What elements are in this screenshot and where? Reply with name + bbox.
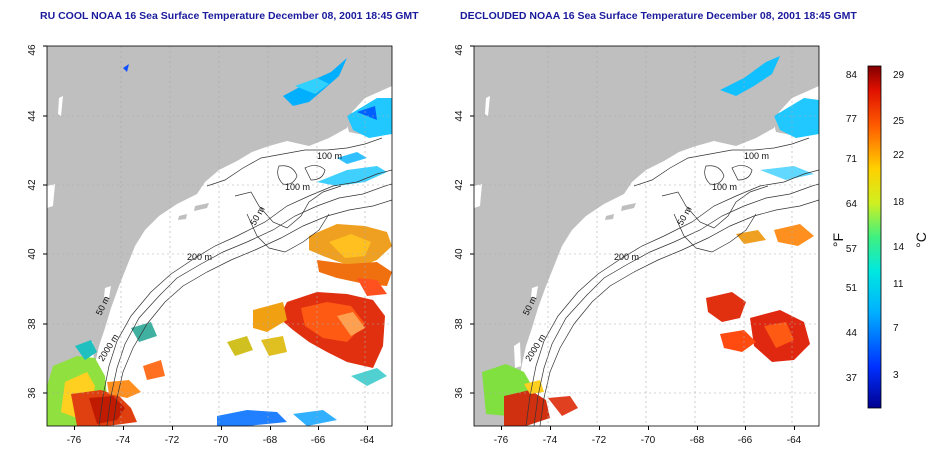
- left-y-tick: 36: [27, 387, 38, 399]
- left-x-tick: -72: [165, 435, 180, 446]
- colorbar-f-tick: 51: [846, 283, 858, 294]
- colorbar-gradient: [867, 65, 882, 409]
- colorbar-c-tick: 14: [893, 242, 905, 253]
- left-y-tick: 44: [27, 110, 38, 122]
- colorbar-f-ticks: 84 77 71 64 57 51 44 37: [846, 70, 858, 384]
- colorbar-f-tick: 57: [846, 244, 858, 255]
- colorbar-f-tick: 71: [846, 154, 858, 165]
- left-sst-overlay: [47, 58, 392, 426]
- right-x-axis: -76 -74 -72 -70 -68 -66 -64: [494, 426, 802, 446]
- right-y-axis: 46 44 42 40 38 36: [454, 44, 474, 399]
- left-map-panel: 100 m 100 m 50 m 200 m 50 m 2000 m -76 -…: [27, 44, 393, 446]
- right-y-tick: 36: [454, 387, 465, 399]
- colorbar-c-tick: 3: [893, 370, 899, 381]
- right-contour-label-100m-a: 100 m: [744, 151, 769, 161]
- left-y-tick: 38: [27, 318, 38, 330]
- colorbar-f-tick: 37: [846, 373, 858, 384]
- right-panel-title: DECLOUDED NOAA 16 Sea Surface Temperatur…: [460, 10, 857, 22]
- right-sst-overlay: [482, 56, 819, 426]
- right-x-tick: -66: [738, 435, 753, 446]
- colorbar-f-tick: 64: [846, 199, 858, 210]
- right-x-tick: -70: [641, 435, 656, 446]
- colorbar: 84 77 71 64 57 51 44 37 29 25 22 18 14 1…: [830, 65, 929, 409]
- right-y-tick: 46: [454, 44, 465, 56]
- colorbar-c-ticks: 29 25 22 18 14 11 7 3: [893, 70, 905, 381]
- colorbar-f-tick: 77: [846, 114, 858, 125]
- colorbar-c-tick: 25: [893, 116, 905, 127]
- left-map-frame: [46, 45, 393, 427]
- colorbar-f-tick: 84: [846, 70, 858, 81]
- left-contour-label-200m: 200 m: [187, 252, 212, 262]
- left-x-tick: -74: [116, 435, 131, 446]
- colorbar-f-tick: 44: [846, 328, 858, 339]
- left-x-tick: -66: [311, 435, 326, 446]
- left-x-tick: -68: [263, 435, 278, 446]
- colorbar-celsius-label: °C: [913, 232, 929, 248]
- colorbar-c-tick: 11: [893, 279, 904, 290]
- right-y-tick: 40: [454, 248, 465, 260]
- right-map-panel: 100 m 100 m 50 m 200 m 50 m 2000 m -76 -…: [454, 44, 820, 446]
- right-contour-label-200m: 200 m: [614, 252, 639, 262]
- colorbar-fahrenheit-label: °F: [830, 233, 846, 247]
- colorbar-c-tick: 18: [893, 197, 905, 208]
- right-x-tick: -72: [592, 435, 607, 446]
- colorbar-c-tick: 22: [893, 150, 905, 161]
- left-y-tick: 46: [27, 44, 38, 56]
- right-y-tick: 42: [454, 179, 465, 191]
- colorbar-c-tick: 7: [893, 323, 899, 334]
- left-contour-label-100m-b: 100 m: [285, 182, 310, 192]
- right-map-frame: [473, 45, 820, 427]
- left-y-tick: 40: [27, 248, 38, 260]
- right-x-tick: -76: [494, 435, 509, 446]
- left-y-axis: 46 44 42 40 38 36: [27, 44, 47, 399]
- right-y-tick: 44: [454, 110, 465, 122]
- left-x-tick: -64: [360, 435, 375, 446]
- left-x-tick: -70: [214, 435, 229, 446]
- colorbar-c-tick: 29: [893, 70, 905, 81]
- left-x-tick: -76: [67, 435, 82, 446]
- left-y-tick: 42: [27, 179, 38, 191]
- left-x-axis: -76 -74 -72 -70 -68 -66 -64: [67, 426, 375, 446]
- right-x-tick: -74: [543, 435, 558, 446]
- right-y-tick: 38: [454, 318, 465, 330]
- right-x-tick: -68: [690, 435, 705, 446]
- left-contour-label-100m-a: 100 m: [317, 151, 342, 161]
- left-panel-title: RU COOL NOAA 16 Sea Surface Temperature …: [40, 10, 419, 22]
- right-x-tick: -64: [787, 435, 802, 446]
- right-contour-label-100m-b: 100 m: [712, 182, 737, 192]
